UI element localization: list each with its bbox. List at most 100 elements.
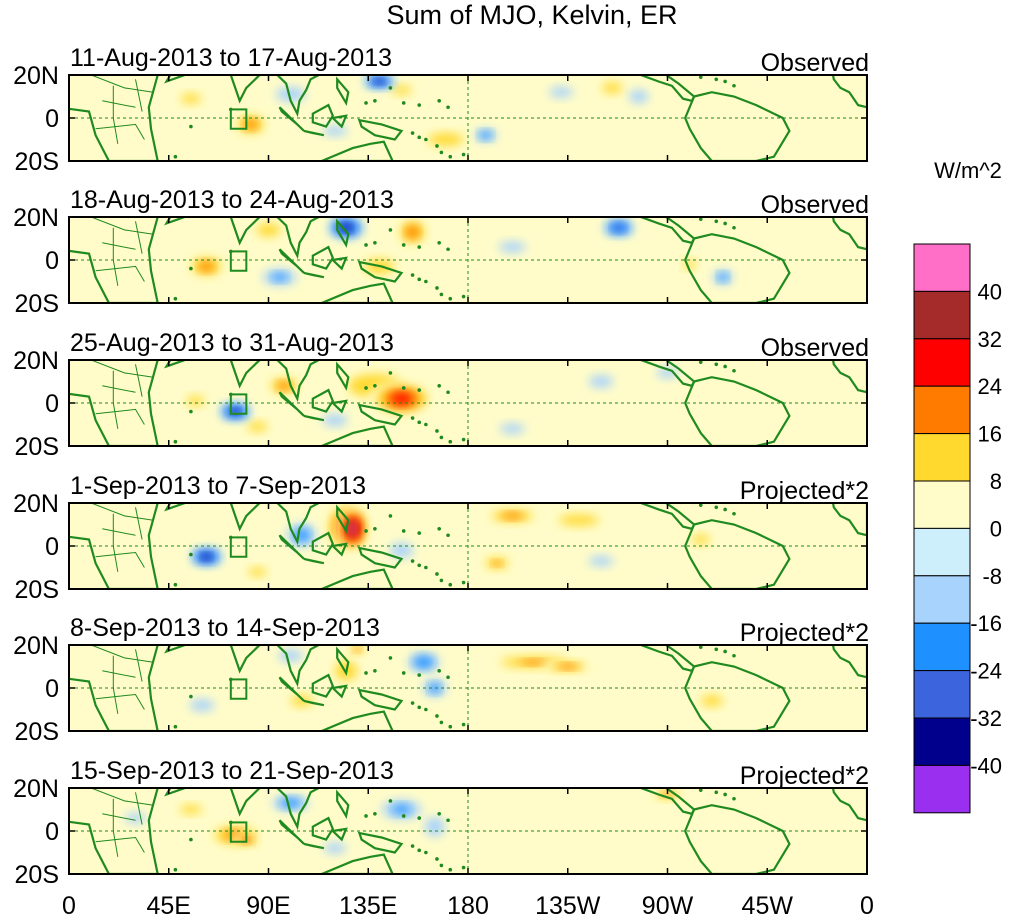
island [448,867,453,872]
anomaly-contour [125,813,146,824]
colorbar-swatch [913,243,971,292]
island [723,221,727,226]
coastline [357,546,404,569]
coastline [357,688,404,711]
island [388,656,393,660]
colorbar-swatch [913,622,971,672]
panel-period: 11-Aug-2013 to 17-Aug-2013 [70,44,392,72]
y-tick-label: 20S [15,576,59,604]
coastline [684,233,791,303]
island [439,578,444,583]
panel-period: 18-Aug-2013 to 24-Aug-2013 [70,186,394,214]
island [698,217,703,221]
panel-status: Observed [761,334,869,362]
island [173,867,178,872]
colorbar-tick-label: 32 [978,327,1002,352]
anomaly-contour [700,695,723,707]
anomaly-contour [519,659,550,665]
coastline [336,504,350,535]
colorbar-tick-label: -32 [970,706,1002,731]
island [732,511,736,516]
x-tick-label: 135W [535,892,601,920]
coastline [336,76,350,107]
coastline [229,217,322,260]
coastline [321,425,394,446]
island [732,368,736,373]
colorbar-tick-label: -40 [970,753,1002,778]
coastline [321,710,394,731]
coastline [303,271,325,279]
island [723,792,727,797]
island [446,390,450,395]
coastlines [69,360,867,446]
coastline [357,403,404,426]
coastline [357,260,404,283]
longitude-axis: 0 45E 90E 135E 180 135W 90W 45W 0 [62,892,874,920]
anomaly-contour [692,534,710,545]
coastline [336,218,350,248]
island [417,388,422,392]
island [410,844,415,848]
panel-period: 8-Sep-2013 to 14-Sep-2013 [70,614,380,642]
colorbar-tick-label: 24 [978,374,1002,399]
highlight-box [229,393,248,415]
island [410,559,415,563]
x-tick-label: 45E [147,892,191,920]
island [364,243,368,247]
island [698,75,703,79]
island [446,675,450,680]
colorbar-swatch [913,480,971,529]
anomaly-contour [374,79,384,84]
panel-4: 20N 0 20S 1-Sep-2013 to 7-Sep-2013 Projected… [13,472,869,604]
coastline [303,557,325,565]
anomaly-contour [256,223,281,237]
island [732,225,736,230]
island [189,124,193,129]
y-tick-label: 20S [15,290,59,318]
coastline [321,282,394,303]
coastline [321,853,394,874]
y-tick-label: 20S [15,148,59,176]
x-tick-label: 45W [742,892,794,920]
island [714,77,719,82]
coastline [357,118,404,141]
anomaly-contour [405,226,420,238]
island [417,848,422,853]
coastline [831,503,867,537]
island [698,645,703,649]
island [388,799,393,803]
island [373,99,377,103]
island [437,384,441,388]
island [424,850,428,855]
island [437,669,441,673]
coastline [69,75,160,161]
colorbar-swatch [913,433,971,482]
coastline [229,75,322,118]
colorbar-tick-label: -8 [982,564,1002,589]
island [714,647,719,652]
anomaly-contour [186,396,204,406]
island [401,101,406,105]
coastline [311,673,335,698]
coastline [229,360,322,403]
anomaly-contour [322,414,348,427]
coastline [831,360,867,394]
island [173,724,178,729]
island [424,422,428,427]
coastline [278,819,305,845]
coastline [336,646,350,677]
island [401,814,406,818]
panel-stack: 20N 0 20S 11-Aug-2013 to 17-Aug-2013 Observe… [13,44,869,889]
island [439,150,444,155]
island [388,514,393,518]
coastline [321,568,394,589]
coastline [684,661,791,731]
anomaly-contour [557,664,578,669]
x-tick-label: 135E [339,892,397,920]
y-tick-label: 20S [15,861,59,889]
coastline [311,531,335,556]
country-border [95,551,145,568]
island [173,582,178,587]
island [723,79,727,84]
anomaly-contour [231,409,240,414]
